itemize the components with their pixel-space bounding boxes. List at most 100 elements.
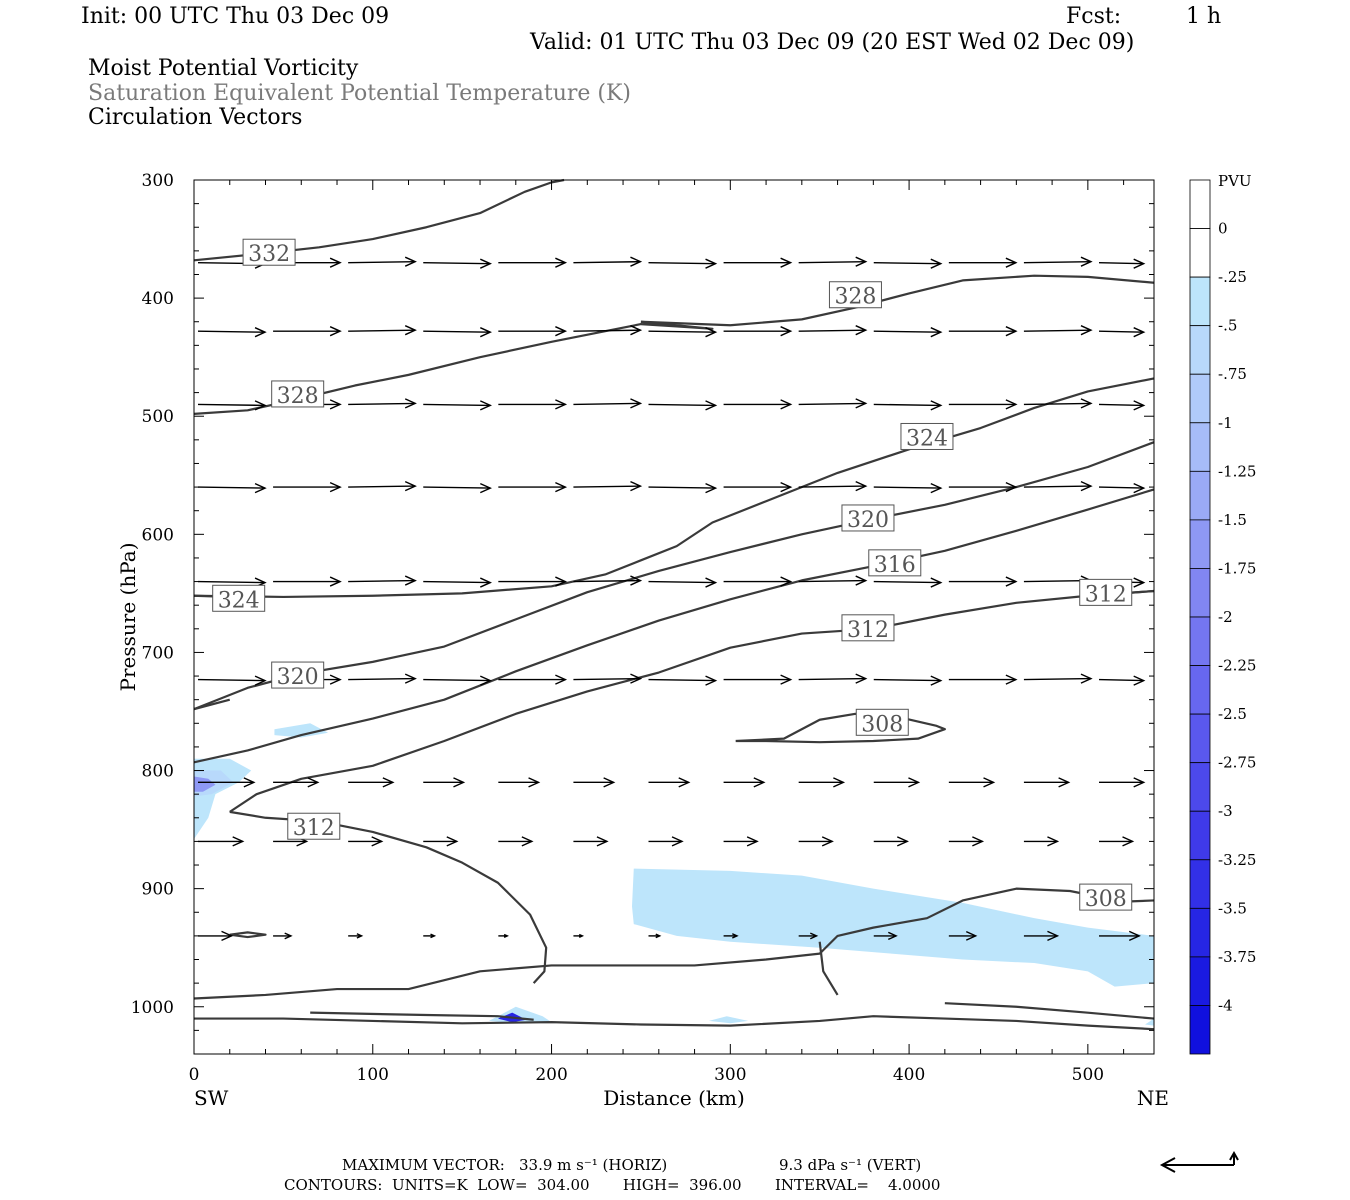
plot-frame: [193, 179, 1155, 1055]
theta-es-contours: [193, 178, 1155, 1031]
vector-head: [630, 480, 643, 492]
contour-label: 320: [277, 665, 319, 690]
vector-head: [329, 481, 342, 493]
vector-head: [780, 326, 793, 337]
vector-head: [630, 673, 643, 684]
colorbar: 0 -.25 -.5 -.75 -1 -1.25 -1.5 -1.75 -2 -2.25 -2.5 -…: [1189, 179, 1256, 1055]
contour-line: [193, 441, 1155, 711]
colorbar-swatch: [1189, 665, 1211, 715]
contour-line: [640, 274, 1155, 327]
vector-shaft: [348, 260, 416, 264]
contour-line: [229, 810, 548, 984]
vector-head: [480, 327, 492, 338]
valid-time: Valid: 01 UTC Thu 03 Dec 09 (20 EST Wed …: [530, 30, 1135, 55]
colorbar-level-label: -1.25: [1218, 462, 1256, 480]
vector-head: [780, 674, 793, 685]
x-left-label: SW: [194, 1086, 229, 1110]
contour-label-box: [855, 708, 909, 736]
vector-shaft: [1098, 330, 1144, 333]
y-tick-label: 900: [142, 880, 174, 900]
vector-shaft: [798, 579, 866, 583]
vector-head: [232, 836, 245, 847]
vector-shaft: [873, 580, 941, 584]
vector-head: [480, 577, 492, 588]
vector-head: [1080, 673, 1093, 684]
pv-region: [488, 1006, 552, 1024]
vector-head: [965, 931, 978, 941]
pv-region: [194, 776, 216, 792]
y-tick-label: 500: [142, 407, 174, 427]
vector-shaft: [573, 329, 641, 332]
vector-shaft: [648, 330, 716, 333]
vector-head: [446, 836, 459, 847]
vector-head: [1080, 325, 1093, 336]
y-tick-label: 600: [142, 525, 174, 545]
vector-shaft: [873, 330, 941, 333]
vector-head: [810, 932, 819, 940]
vector-shaft: [873, 403, 941, 407]
vector-head: [1047, 836, 1060, 847]
vector-head: [705, 400, 718, 411]
max-vector-label: MAXIMUM VECTOR:: [342, 1156, 505, 1174]
vector-head: [983, 777, 996, 788]
vector-head: [404, 256, 417, 267]
vector-head: [821, 836, 834, 847]
vector-head: [655, 933, 662, 939]
colorbar-level-label: -2.75: [1218, 754, 1256, 772]
vector-head: [329, 576, 342, 587]
vector-head: [705, 482, 718, 494]
colorbar-level-label: -.5: [1218, 317, 1237, 335]
colorbar-level-label: -3.5: [1218, 899, 1247, 917]
vector-head: [1080, 398, 1093, 409]
vector-head: [1133, 400, 1146, 411]
contour-line: [229, 931, 267, 939]
vector-shaft: [348, 329, 416, 332]
vector-head: [596, 836, 609, 847]
vector-head: [254, 400, 267, 411]
contour-label-box: [841, 504, 895, 532]
colorbar-swatch: [1189, 859, 1211, 909]
field-title-vectors: Circulation Vectors: [88, 105, 303, 130]
y-tick-label: 1000: [131, 998, 174, 1018]
contour-label: 312: [847, 618, 889, 643]
vector-head: [930, 577, 943, 588]
vector-shaft: [348, 402, 416, 406]
colorbar-swatch: [1189, 422, 1211, 472]
contour-label: 308: [861, 712, 903, 737]
colorbar-level-label: -2.25: [1218, 657, 1256, 675]
circulation-vectors: [197, 256, 1146, 942]
colorbar-level-label: -2.5: [1218, 705, 1247, 723]
colorbar-level-label: -.25: [1218, 268, 1247, 286]
vector-shaft: [573, 579, 641, 583]
contour-label: 324: [218, 588, 260, 613]
colorbar-swatch: [1189, 373, 1211, 424]
contour-line: [229, 589, 1155, 813]
vector-head: [780, 257, 793, 268]
vector-head: [1133, 482, 1146, 494]
field-title-theta-es: Saturation Equivalent Potential Temperat…: [88, 81, 631, 106]
vector-shaft: [798, 677, 866, 681]
pv-region: [1145, 1018, 1154, 1026]
colorbar-swatch: [1189, 519, 1211, 569]
vector-head: [1133, 675, 1146, 686]
vector-shaft: [573, 260, 641, 264]
vector-shaft: [1023, 260, 1091, 264]
contour-line: [735, 712, 946, 744]
y-tick-label: 300: [142, 171, 174, 191]
pv-region: [631, 868, 1154, 987]
vector-head: [855, 398, 868, 409]
vector-shaft: [1098, 486, 1144, 489]
contour-label: 328: [834, 285, 876, 310]
vector-head: [404, 325, 417, 336]
vector-head: [356, 933, 364, 939]
vector-head: [833, 777, 846, 788]
colorbar-level-label: -4: [1218, 996, 1233, 1014]
vector-head: [603, 777, 616, 788]
vector-head: [555, 576, 568, 587]
vector-shaft: [798, 402, 866, 406]
vector-shaft: [423, 403, 491, 407]
colorbar-level-label: -3.75: [1218, 948, 1256, 966]
colorbar-level-label: -1.5: [1218, 511, 1247, 529]
vector-head: [480, 482, 492, 494]
